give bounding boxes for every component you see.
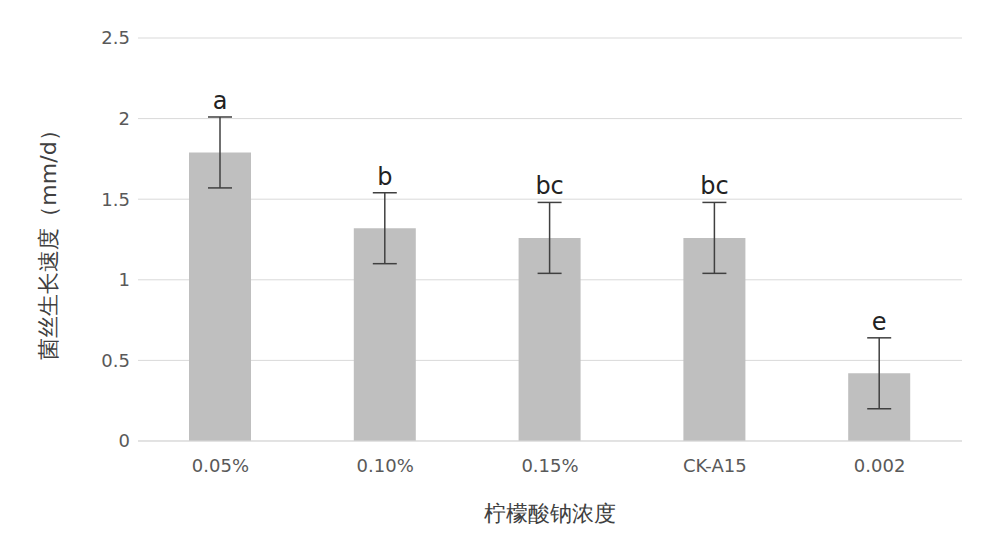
svg-text:0.002: 0.002 (854, 455, 906, 476)
svg-text:0: 0 (119, 430, 130, 451)
svg-text:0.05%: 0.05% (192, 455, 249, 476)
svg-text:b: b (377, 163, 392, 191)
svg-text:柠檬酸钠浓度: 柠檬酸钠浓度 (484, 501, 616, 526)
svg-text:0.10%: 0.10% (357, 455, 414, 476)
svg-text:bc: bc (535, 172, 563, 200)
svg-text:菌丝生长速度（mm/d）: 菌丝生长速度（mm/d） (36, 119, 61, 359)
svg-text:0.15%: 0.15% (521, 455, 578, 476)
svg-text:CK-A15: CK-A15 (683, 455, 747, 476)
svg-text:e: e (872, 308, 887, 336)
svg-text:1.5: 1.5 (101, 189, 130, 210)
svg-text:bc: bc (700, 172, 728, 200)
svg-text:2: 2 (119, 108, 130, 129)
svg-text:2.5: 2.5 (101, 27, 130, 48)
svg-text:1: 1 (119, 269, 130, 290)
svg-text:0.5: 0.5 (101, 350, 130, 371)
svg-text:a: a (213, 87, 228, 115)
